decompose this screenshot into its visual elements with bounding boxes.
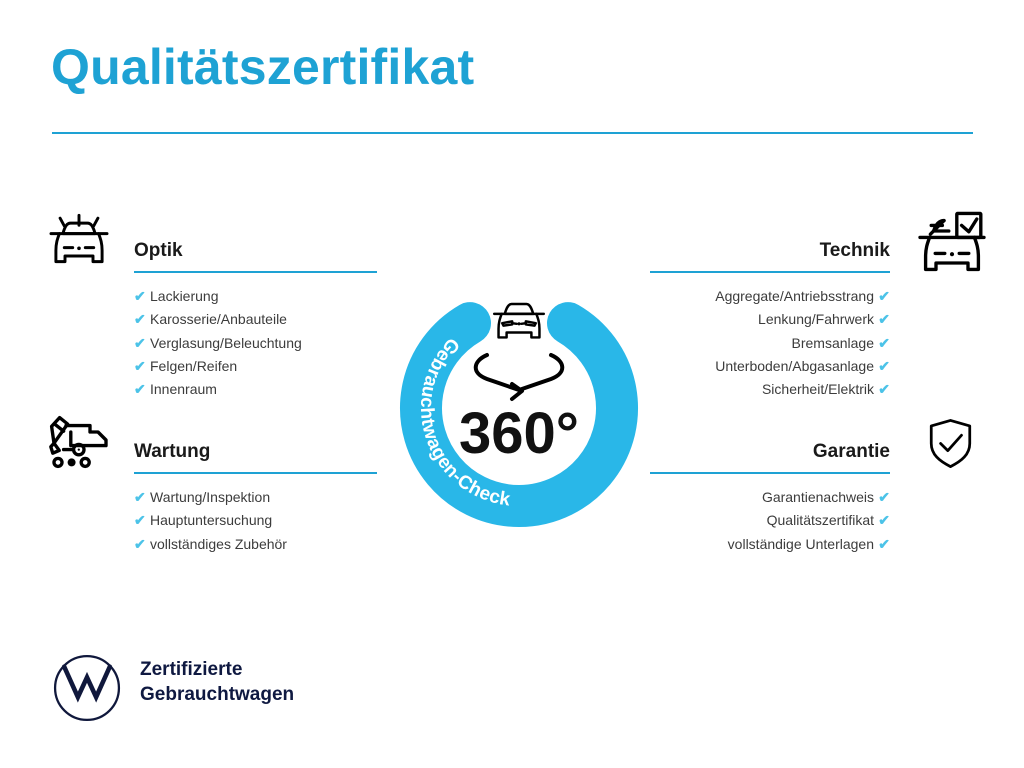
svg-text:360°: 360° bbox=[459, 401, 579, 466]
